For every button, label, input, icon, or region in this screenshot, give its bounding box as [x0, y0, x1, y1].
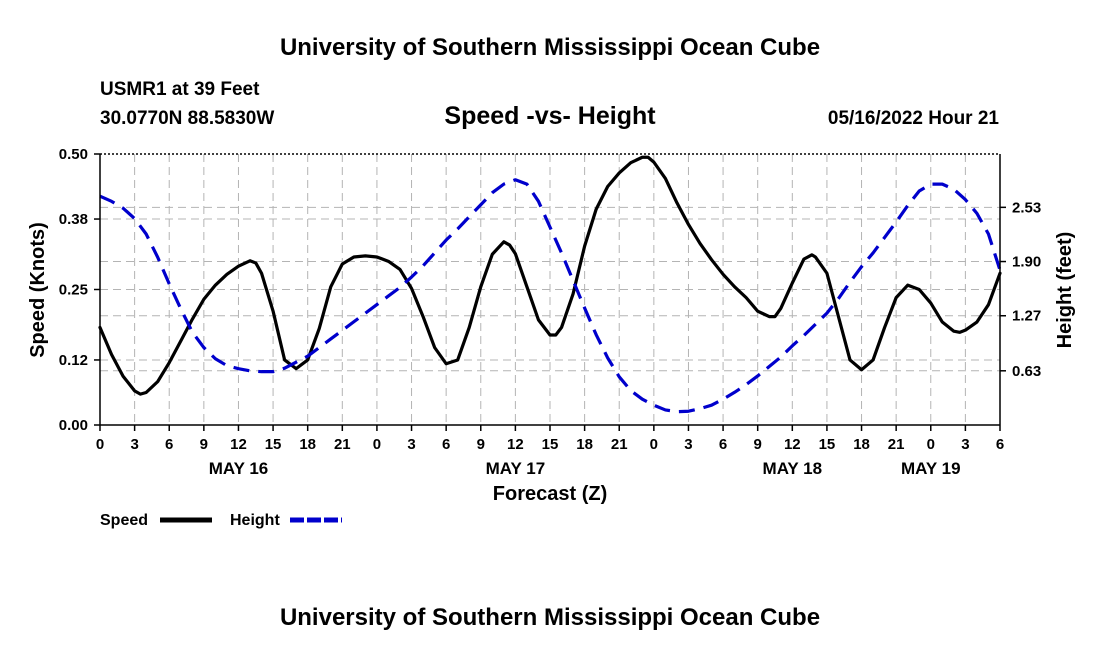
x-tick-label: 21 — [334, 436, 351, 453]
x-tick-label: 9 — [477, 436, 485, 453]
y2-tick-label: 1.90 — [1012, 254, 1041, 271]
x-tick-label: 12 — [784, 436, 801, 453]
y-tick-label: 0.12 — [59, 352, 88, 369]
page-title: University of Southern Mississippi Ocean… — [280, 34, 820, 61]
x-tick-label: 12 — [230, 436, 247, 453]
axis-ticks: 0 3 6 9 12 15 18 21 0 3 6 9 12 15 18 21 0 3 6 9 12 15 18 21 0 3 6 M… — [59, 146, 1041, 478]
legend: Speed Height — [100, 512, 342, 529]
x-tick-label: 15 — [542, 436, 559, 453]
coords-label: 30.0770N 88.5830W — [100, 108, 274, 129]
grid-lines — [100, 154, 1000, 425]
x-tick-label: 18 — [576, 436, 593, 453]
x-tick-label: 6 — [719, 436, 727, 453]
x-tick-label: 9 — [200, 436, 208, 453]
x-tick-label: 15 — [819, 436, 836, 453]
y-tick-label: 0.25 — [59, 282, 88, 299]
x-tick-label: 0 — [650, 436, 658, 453]
x-tick-label: 18 — [853, 436, 870, 453]
x-tick-label: 0 — [96, 436, 104, 453]
x-tick-label: 0 — [373, 436, 381, 453]
x-tick-label: 9 — [754, 436, 762, 453]
chart-title: Speed -vs- Height — [444, 102, 656, 130]
series-lines — [98, 155, 1002, 414]
legend-height-label: Height — [230, 512, 280, 529]
x-tick-label: 21 — [611, 436, 628, 453]
y2-tick-label: 2.53 — [1012, 199, 1041, 216]
x-tick-label: 0 — [927, 436, 935, 453]
x-tick-label: 3 — [407, 436, 415, 453]
x-tick-label: 6 — [165, 436, 173, 453]
station-label: USMR1 at 39 Feet — [100, 79, 260, 100]
x-tick-label: 12 — [507, 436, 524, 453]
x-tick-label: 3 — [130, 436, 138, 453]
y-tick-label: 0.38 — [59, 211, 88, 228]
y2-tick-label: 1.27 — [1012, 308, 1041, 325]
y-tick-label: 0.50 — [59, 146, 88, 163]
x-day-label: MAY 17 — [486, 459, 546, 478]
x-tick-label: 3 — [684, 436, 692, 453]
y-tick-label: 0.00 — [59, 417, 88, 434]
x-day-label: MAY 16 — [209, 459, 269, 478]
speed-series-line — [98, 155, 1002, 396]
x-day-label: MAY 19 — [901, 459, 961, 478]
x-tick-label: 21 — [888, 436, 905, 453]
y2-tick-label: 0.63 — [1012, 363, 1041, 380]
x-tick-label: 18 — [299, 436, 316, 453]
x-tick-label: 3 — [961, 436, 969, 453]
height-series-line — [99, 178, 1002, 414]
x-axis-label: Forecast (Z) — [493, 483, 607, 505]
footer-title: University of Southern Mississippi Ocean… — [280, 604, 820, 631]
datetime-label: 05/16/2022 Hour 21 — [828, 108, 1000, 129]
x-tick-label: 6 — [442, 436, 450, 453]
x-tick-label: 15 — [265, 436, 282, 453]
y2-axis-label: Height (feet) — [1054, 232, 1076, 349]
x-tick-label: 6 — [996, 436, 1004, 453]
x-day-label: MAY 18 — [763, 459, 823, 478]
legend-speed-label: Speed — [100, 512, 148, 529]
y-axis-label: Speed (Knots) — [27, 222, 49, 358]
